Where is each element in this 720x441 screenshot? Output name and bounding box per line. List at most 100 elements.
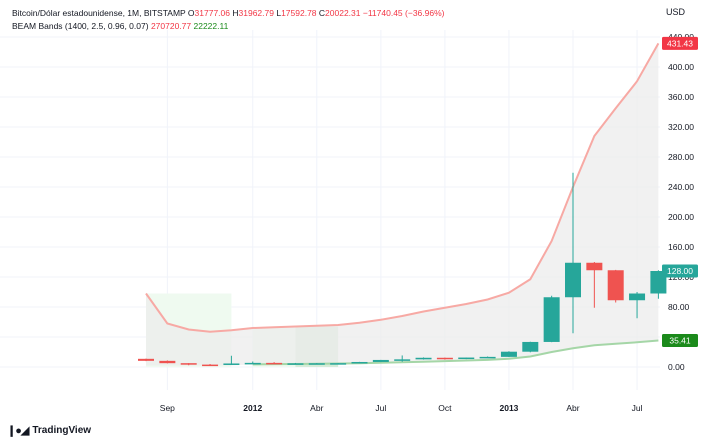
- price-labels: 431.43 128.00 35.41: [662, 36, 698, 347]
- indicator-header[interactable]: BEAM Bands (1400, 2.5, 0.96, 0.07) 27072…: [12, 21, 228, 31]
- x-tick-label: Oct: [438, 403, 452, 413]
- candle: [180, 363, 197, 366]
- candle: [607, 269, 624, 303]
- y-tick-label: 280.00: [668, 152, 694, 162]
- price-label: 35.41: [662, 333, 698, 347]
- candle-body: [565, 262, 581, 298]
- low-value: 17592.78: [281, 8, 317, 18]
- candle: [479, 356, 496, 359]
- symbol-name[interactable]: Bitcoin/Dólar estadounidense, 1M, BITSTA…: [12, 8, 186, 18]
- price-label-text: 35.41: [669, 335, 691, 345]
- candle: [436, 357, 453, 360]
- open-value: 31777.06: [194, 8, 230, 18]
- candle-body: [500, 351, 517, 357]
- candle-body: [244, 362, 261, 365]
- price-label: 431.43: [662, 36, 698, 50]
- candle-body: [522, 341, 539, 352]
- candle-body: [586, 262, 603, 271]
- price-label-bg: [662, 264, 698, 278]
- indicator-upper-value: 270720.77: [150, 21, 192, 31]
- price-label-bg: [662, 36, 698, 50]
- candle-body: [543, 297, 560, 342]
- y-tick-label: 0.00: [668, 362, 685, 372]
- candle-body: [351, 361, 368, 364]
- band-area: [146, 43, 659, 366]
- candle-body: [180, 363, 197, 365]
- x-tick-label: 2012: [243, 403, 262, 413]
- low-label: L: [276, 8, 282, 18]
- candle: [351, 361, 368, 364]
- high-label: H: [232, 8, 239, 18]
- candle: [522, 341, 539, 353]
- candle: [500, 351, 517, 358]
- candle: [244, 361, 261, 365]
- tradingview-logo-icon: ❙●◢: [7, 425, 29, 437]
- logo-text: TradingView: [32, 425, 92, 436]
- candle-body: [607, 270, 624, 301]
- candle: [394, 355, 411, 362]
- candle: [159, 360, 176, 364]
- candle-body: [330, 363, 347, 365]
- y-tick-label: 320.00: [668, 122, 694, 132]
- candle: [372, 359, 389, 363]
- candle-body: [159, 360, 176, 364]
- price-label-text: 128.00: [667, 266, 693, 276]
- candle-body: [223, 363, 240, 365]
- candle: [138, 358, 154, 362]
- candle-body: [394, 359, 411, 361]
- candle: [202, 364, 219, 367]
- band-fill: [146, 43, 659, 366]
- candle-body: [629, 293, 646, 301]
- x-tick-label: 2013: [499, 403, 518, 413]
- time-axis[interactable]: Sep 2012 Abr Jul Oct 2013 Abr Jul: [160, 403, 643, 413]
- y-tick-label: 400.00: [668, 62, 694, 72]
- symbol-header: Bitcoin/Dólar estadounidense, 1M, BITSTA…: [12, 8, 444, 18]
- price-label: 128.00: [662, 264, 698, 278]
- y-tick-label: 240.00: [668, 182, 694, 192]
- candle-body: [287, 363, 304, 365]
- indicator-lower-value: 22222.11: [193, 21, 229, 31]
- y-tick-label: 160.00: [668, 242, 694, 252]
- tradingview-logo[interactable]: ❙●◢ TradingView: [7, 424, 91, 437]
- close-label: C: [318, 8, 326, 18]
- price-label-text: 431.43: [667, 38, 693, 48]
- x-tick-label: Abr: [310, 403, 323, 413]
- candle-body: [415, 357, 432, 360]
- close-value: 20022.31: [325, 8, 361, 18]
- candle: [287, 362, 304, 365]
- candle: [308, 363, 325, 365]
- candle: [458, 357, 475, 360]
- candlesticks: [138, 172, 667, 367]
- candle-body: [308, 363, 325, 365]
- candle-body: [266, 362, 283, 365]
- candle-body: [436, 357, 453, 360]
- candle-body: [138, 358, 154, 361]
- candle: [330, 363, 347, 365]
- candle: [629, 292, 646, 319]
- price-axis[interactable]: 0.0040.0080.00120.00160.00200.00240.0028…: [668, 32, 694, 372]
- price-label-bg: [662, 333, 698, 347]
- candle: [266, 362, 283, 365]
- x-tick-label: Jul: [632, 403, 643, 413]
- high-value: 31962.79: [238, 8, 274, 18]
- y-tick-label: 200.00: [668, 212, 694, 222]
- x-tick-label: Abr: [566, 403, 579, 413]
- x-tick-label: Sep: [160, 403, 175, 413]
- candle-body: [372, 359, 389, 362]
- candle-body: [479, 356, 496, 359]
- y-tick-label: 80.00: [668, 302, 690, 312]
- candle-body: [202, 364, 219, 367]
- candle: [415, 357, 432, 360]
- open-label: O: [187, 8, 195, 18]
- currency-label: USD: [666, 7, 686, 17]
- y-tick-label: 360.00: [668, 92, 694, 102]
- candle: [543, 295, 560, 343]
- candle: [586, 262, 603, 308]
- indicator-name[interactable]: BEAM Bands (1400, 2.5, 0.96, 0.07): [12, 21, 149, 31]
- change-value: −11740.45 (−36.96%): [362, 8, 445, 18]
- x-tick-label: Jul: [375, 403, 386, 413]
- candle: [565, 172, 581, 334]
- candle-body: [458, 357, 475, 360]
- candle: [223, 355, 240, 365]
